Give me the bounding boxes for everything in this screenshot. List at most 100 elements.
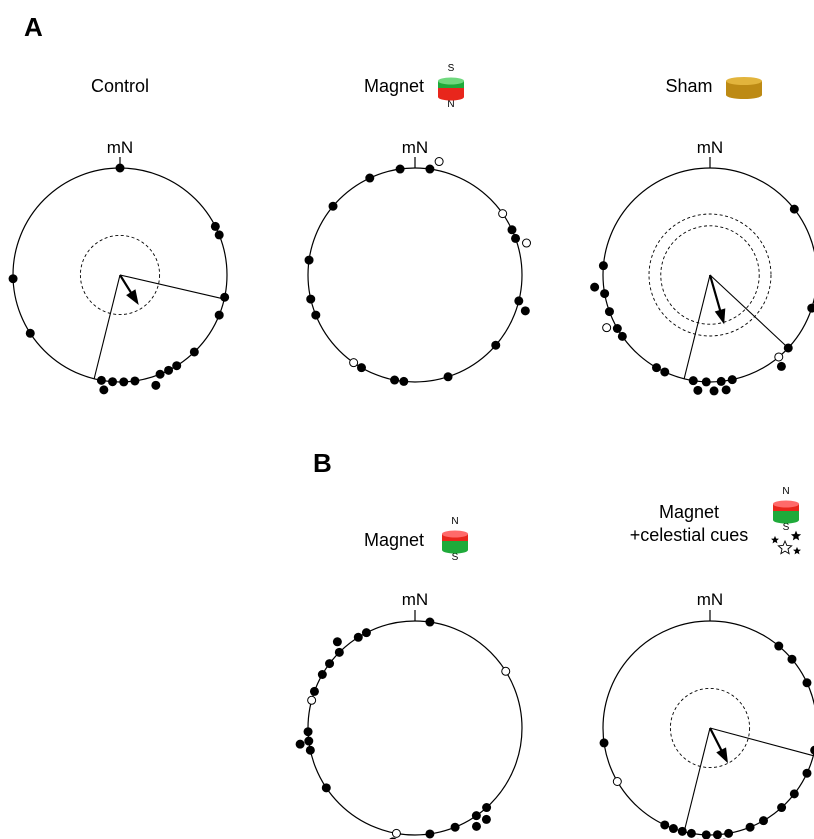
bird-heading-open-dot (434, 157, 444, 167)
bird-heading-dot (727, 375, 737, 385)
bird-heading-dot (783, 343, 793, 353)
magnet-pole-top-label: N (782, 486, 789, 497)
bird-heading-dot (306, 294, 316, 304)
condition-label-control: Control (91, 76, 149, 96)
bird-heading-dot (612, 324, 622, 333)
bird-heading-dot (686, 828, 696, 838)
mean-vector-arrowhead (126, 289, 139, 305)
bird-heading-open-dot (602, 323, 612, 333)
bird-heading-dot (220, 292, 230, 302)
bird-heading-dot (709, 386, 719, 396)
circular-plot-magnet-a: Magnet S N mN (304, 63, 532, 386)
bird-heading-dot (311, 310, 321, 320)
bird-heading-dot (776, 361, 786, 371)
bird-heading-open-dot (774, 352, 784, 362)
bird-heading-dot (365, 173, 375, 183)
mean-vector-arrowhead (714, 308, 726, 325)
bird-heading-dot (507, 225, 517, 235)
bird-heading-dot (810, 745, 814, 755)
ci-line (683, 274, 711, 379)
magnet-n-top-icon: N S (442, 516, 468, 563)
bird-heading-dot (164, 365, 174, 375)
bird-heading-dot (721, 385, 731, 395)
magnet-pole-top-label: S (448, 63, 455, 74)
bird-heading-dot (399, 376, 409, 386)
bird-heading-dot (600, 289, 610, 299)
bird-heading-dot (777, 803, 787, 813)
bird-heading-dot (317, 670, 327, 679)
bird-heading-dot (425, 617, 435, 627)
bird-heading-dot (214, 310, 224, 320)
bird-heading-dot (425, 164, 435, 174)
bird-heading-open-dot (349, 358, 359, 368)
bird-heading-dot (701, 830, 711, 839)
plot-circle (602, 620, 814, 836)
sham-cylinder-icon (726, 77, 762, 99)
bird-heading-dot (716, 376, 726, 386)
bird-heading-dot (701, 377, 711, 387)
ci-line (709, 727, 814, 757)
magnet-stars-icon: N S (771, 486, 802, 555)
bird-heading-dot (334, 647, 344, 657)
mean-vector-arrow (708, 274, 722, 312)
bird-heading-dot (688, 376, 698, 386)
bird-heading-dot (305, 745, 315, 755)
bird-heading-dot (99, 385, 109, 395)
bird-heading-dot (598, 261, 608, 271)
bird-heading-dot (304, 255, 314, 265)
north-label: mN (697, 138, 723, 157)
magnet-pole-bottom-label: N (447, 99, 454, 110)
bird-heading-dot (130, 376, 140, 386)
bird-heading-dot (520, 306, 530, 316)
bird-heading-dot (25, 328, 35, 338)
bird-heading-dot (724, 828, 734, 838)
ci-line (119, 274, 225, 300)
mean-vector-arrowhead (716, 747, 728, 764)
bird-heading-dot (511, 233, 521, 243)
critical-r-circle (79, 234, 161, 316)
bird-heading-dot (108, 377, 118, 387)
bird-heading-dot (395, 164, 405, 174)
ci-line (683, 727, 711, 832)
bird-heading-dot (450, 822, 460, 832)
bird-heading-dot (151, 380, 161, 390)
bird-heading-dot (482, 803, 492, 813)
bird-heading-dot (789, 789, 799, 799)
condition-sublabel-celestial: +celestial cues (630, 525, 749, 545)
bird-heading-open-dot (498, 209, 508, 219)
bird-heading-dot (210, 221, 220, 231)
bird-heading-dot (481, 814, 491, 824)
bird-heading-dot (309, 686, 319, 696)
critical-r-circle (648, 213, 772, 337)
magnet-pole-bottom-label: S (452, 552, 459, 563)
bird-heading-dot (425, 829, 435, 839)
bird-heading-open-dot (522, 238, 532, 248)
north-label: mN (402, 590, 428, 609)
ci-line (93, 274, 121, 379)
bird-heading-dot (802, 768, 812, 778)
bird-heading-dot (604, 307, 614, 317)
bird-heading-dot (617, 331, 627, 341)
bird-heading-dot (774, 641, 784, 651)
bird-heading-dot (332, 637, 342, 647)
bird-heading-dot (652, 363, 661, 373)
bird-heading-open-dot (307, 695, 317, 705)
circular-plot-sham: Sham mN (590, 76, 814, 396)
north-label: mN (402, 138, 428, 157)
north-label: mN (697, 590, 723, 609)
critical-r-circle (660, 225, 760, 325)
magnet-pole-top-label: N (451, 516, 458, 527)
bird-heading-dot (155, 369, 165, 379)
bird-heading-dot (802, 678, 812, 688)
bird-heading-open-dot (391, 828, 401, 838)
bird-heading-dot (115, 163, 125, 173)
bird-heading-dot (189, 347, 199, 357)
bird-heading-dot (590, 282, 600, 292)
bird-heading-dot (304, 736, 314, 746)
bird-heading-dot (328, 201, 338, 211)
bird-heading-dot (96, 375, 106, 385)
plot-circle (307, 167, 523, 383)
condition-label-sham: Sham (665, 76, 712, 96)
bird-heading-dot (471, 811, 481, 821)
